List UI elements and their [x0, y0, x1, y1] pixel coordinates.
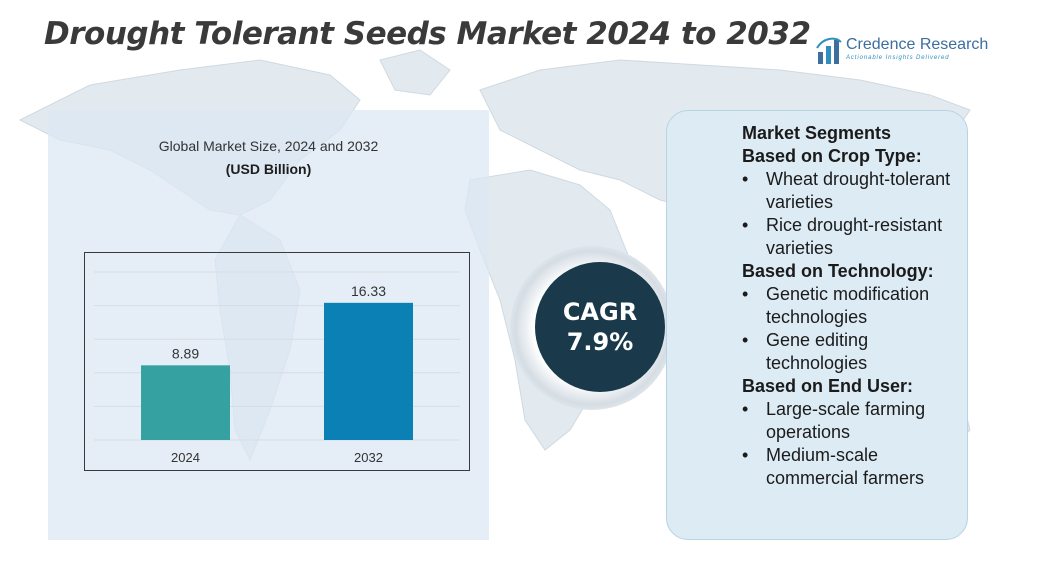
data-label-2024: 8.89	[172, 345, 199, 361]
segment-item: Genetic modification technologies	[742, 283, 966, 329]
bar-chart-logo-icon	[816, 37, 842, 64]
cagr-badge: CAGR 7.9%	[535, 262, 665, 392]
cagr-label: CAGR	[562, 298, 638, 326]
segment-item: Medium-scale commercial farmers	[742, 444, 966, 490]
chart-title: Global Market Size, 2024 and 2032	[158, 138, 379, 154]
segment-heading-technology: Based on Technology:	[742, 261, 934, 281]
bar-2032	[324, 302, 413, 440]
category-label-2032: 2032	[354, 450, 383, 465]
segments-title: Market Segments	[742, 123, 892, 143]
plot-frame	[84, 252, 470, 471]
category-label-2024: 2024	[171, 450, 200, 465]
labels: 8.89 2024 16.33 2032	[171, 283, 386, 465]
segment-list-technology: Genetic modification technologies Gene e…	[742, 283, 966, 375]
segment-list-end-user: Large-scale farming operations Medium-sc…	[742, 398, 966, 490]
cagr-value: 7.9%	[566, 328, 634, 356]
market-size-bar-chart: 8.89 2024 16.33 2032	[84, 252, 470, 471]
chart-panel: Global Market Size, 2024 and 2032 (USD B…	[48, 110, 489, 540]
segment-list-crop-type: Wheat drought-tolerant varieties Rice dr…	[742, 168, 966, 260]
segment-heading-crop-type: Based on Crop Type:	[742, 146, 922, 166]
bars	[141, 302, 413, 440]
segment-item: Rice drought-resistant varieties	[742, 214, 966, 260]
logo-name: Credence Research	[846, 36, 989, 53]
segment-item: Wheat drought-tolerant varieties	[742, 168, 966, 214]
logo-tagline: Actionable Insights Delivered	[846, 55, 950, 61]
segments-content: Market Segments Based on Crop Type: Whea…	[742, 122, 966, 490]
bar-2024	[141, 365, 230, 440]
segment-item: Gene editing technologies	[742, 329, 966, 375]
chart-unit-label: (USD Billion)	[225, 161, 312, 177]
segment-heading-end-user: Based on End User:	[742, 376, 914, 396]
data-label-2032: 16.33	[351, 283, 386, 299]
page-title: Drought Tolerant Seeds Market 2024 to 20…	[44, 16, 811, 52]
logo: Credence Research Actionable Insights De…	[815, 34, 989, 68]
segment-item: Large-scale farming operations	[742, 398, 966, 444]
